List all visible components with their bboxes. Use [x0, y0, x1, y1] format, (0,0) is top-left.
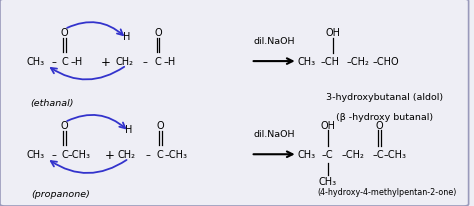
Text: +: +: [105, 148, 115, 161]
Text: –CH₂: –CH₂: [346, 57, 369, 67]
Text: (ethanal): (ethanal): [30, 98, 73, 108]
Text: CH₃: CH₃: [298, 57, 316, 67]
Text: O: O: [154, 28, 162, 38]
Text: (propanone): (propanone): [31, 189, 91, 198]
Text: O: O: [376, 121, 383, 131]
Text: –: –: [52, 150, 56, 159]
Text: C: C: [155, 57, 161, 67]
Text: –C: –C: [321, 150, 333, 159]
Text: –CHO: –CHO: [373, 57, 399, 67]
Text: OH: OH: [325, 28, 340, 38]
Text: +: +: [100, 55, 110, 68]
Text: –CH₃: –CH₃: [383, 150, 407, 159]
Text: –CH₃: –CH₃: [67, 150, 90, 159]
Text: –: –: [145, 150, 150, 159]
Text: C: C: [61, 57, 68, 67]
Text: CH₂: CH₂: [118, 150, 136, 159]
Text: H: H: [125, 125, 133, 135]
Text: dil.NaOH: dil.NaOH: [254, 37, 295, 46]
Text: –H: –H: [70, 57, 82, 67]
Text: C: C: [157, 150, 164, 159]
Text: CH₂: CH₂: [115, 57, 133, 67]
Text: –: –: [52, 57, 56, 67]
Text: O: O: [61, 121, 68, 131]
Text: CH₃: CH₃: [319, 176, 337, 186]
Text: CH₃: CH₃: [26, 57, 44, 67]
Text: O: O: [156, 121, 164, 131]
Text: –CH: –CH: [321, 57, 340, 67]
Text: H: H: [123, 32, 130, 42]
Text: (4-hydroxy-4-methylpentan-2-one): (4-hydroxy-4-methylpentan-2-one): [317, 187, 456, 196]
Text: –CH₃: –CH₃: [164, 150, 187, 159]
Text: (β -hydroxy butanal): (β -hydroxy butanal): [336, 113, 433, 122]
Text: –: –: [143, 57, 148, 67]
Text: 3-hydroxybutanal (aldol): 3-hydroxybutanal (aldol): [326, 92, 443, 101]
Text: OH: OH: [320, 121, 336, 131]
Text: –H: –H: [164, 57, 176, 67]
Text: dil.NaOH: dil.NaOH: [254, 129, 295, 138]
Text: CH₃: CH₃: [26, 150, 44, 159]
Text: CH₃: CH₃: [298, 150, 316, 159]
Text: –CH₂: –CH₂: [341, 150, 365, 159]
Text: O: O: [61, 28, 68, 38]
Text: –C: –C: [373, 150, 384, 159]
Text: C: C: [61, 150, 68, 159]
